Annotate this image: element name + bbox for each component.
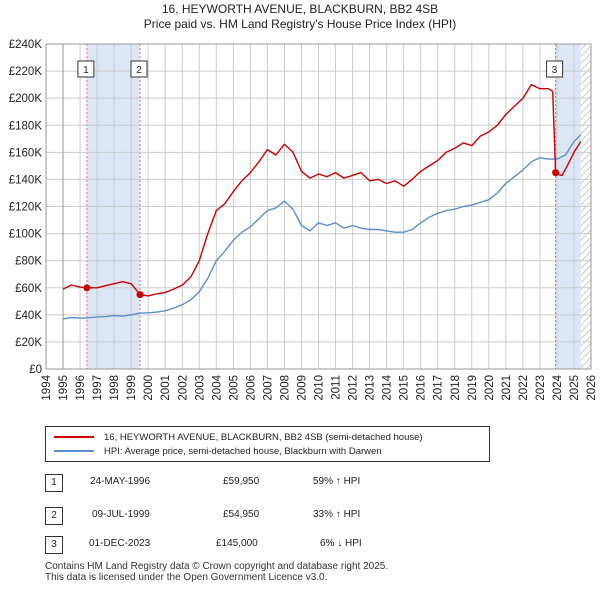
- y-tick-label: £60K: [15, 283, 42, 295]
- x-tick-label: 2017: [433, 375, 445, 401]
- transaction-price: £59,950: [223, 476, 260, 487]
- transaction-hpi: 6% ↓ HPI: [320, 538, 362, 549]
- x-tick-label: 2015: [399, 375, 411, 401]
- chart-title-line1: 16, HEYWORTH AVENUE, BLACKBURN, BB2 4SB: [161, 2, 439, 16]
- chart-legend: 16, HEYWORTH AVENUE, BLACKBURN, BB2 4SB …: [45, 426, 490, 462]
- legend-hpi-swatch: [54, 450, 94, 452]
- x-tick-label: 1999: [126, 375, 138, 401]
- y-tick-label: £100K: [9, 229, 43, 241]
- transaction-date: 24-MAY-1996: [90, 476, 151, 487]
- x-tick-label: 1998: [109, 375, 121, 401]
- x-tick-label: 2014: [382, 374, 394, 400]
- footer-copyright: Contains HM Land Registry data © Crown c…: [45, 561, 388, 583]
- x-tick-label: 1996: [75, 375, 87, 401]
- sale-point: [83, 284, 91, 292]
- x-tick-label: 2021: [501, 375, 513, 401]
- legend-hpi: HPI: Average price, semi-detached house,…: [54, 444, 382, 458]
- footer-line1: Contains HM Land Registry data © Crown c…: [45, 561, 389, 572]
- transaction-hpi: 33% ↑ HPI: [313, 509, 361, 520]
- x-tick-label: 2009: [296, 375, 308, 401]
- x-tick-label: 2016: [416, 375, 428, 401]
- x-tick-label: 2026: [586, 375, 598, 401]
- x-tick-label: 1995: [58, 375, 70, 401]
- sale-point: [136, 291, 144, 299]
- x-tick-label: 1997: [92, 375, 104, 401]
- x-tick-label: 2010: [314, 375, 326, 401]
- x-tick-label: 2003: [194, 375, 206, 401]
- sale-badge-box: [77, 60, 95, 78]
- price-chart: £0 £20K £40K £60K £80K £100K £120K £140K £160K £1…: [9, 39, 598, 401]
- transaction-badge: 2: [45, 507, 63, 525]
- sale-point: [552, 169, 560, 177]
- x-tick-label: 2007: [262, 375, 274, 401]
- x-tick-label: 2023: [535, 375, 547, 401]
- transaction-date: 01-DEC-2023: [89, 538, 151, 549]
- y-tick-label: £140K: [9, 174, 43, 186]
- sale-badge-box: [546, 60, 564, 78]
- transaction-badge: 1: [45, 474, 63, 492]
- legend-property-label: 16, HEYWORTH AVENUE, BLACKBURN, BB2 4SB …: [104, 431, 423, 443]
- y-tick-label: £120K: [9, 202, 43, 214]
- x-tick-label: 2006: [245, 375, 257, 401]
- plot-frame: [45, 43, 592, 370]
- x-tick-label: 2025: [569, 375, 581, 401]
- x-tick-label: 2005: [228, 375, 240, 401]
- y-tick-label: £40K: [15, 310, 42, 322]
- property-price-line: [62, 83, 582, 297]
- x-tick-label: 2000: [143, 375, 155, 401]
- x-tick-label: 2013: [365, 375, 377, 401]
- x-tick-label: 2004: [211, 374, 223, 400]
- x-tick-label: 2001: [160, 375, 172, 401]
- x-tick-label: 2008: [279, 375, 291, 401]
- footer-line2: This data is licensed under the Open Gov…: [45, 572, 328, 583]
- x-tick-label: 2011: [331, 375, 343, 400]
- x-tick-label: 2024: [552, 374, 564, 400]
- x-tick-label: 2020: [484, 375, 496, 401]
- y-tick-label: £240K: [9, 39, 43, 51]
- sale-badge-label: 3: [552, 65, 558, 76]
- x-tick-label: 2018: [450, 375, 462, 401]
- y-tick-label: £220K: [9, 66, 43, 78]
- x-tick-label: 2002: [177, 375, 189, 401]
- transaction-date: 09-JUL-1999: [92, 509, 150, 520]
- x-tick-label: 2022: [518, 375, 530, 401]
- sale-badge-box: [130, 60, 148, 78]
- transaction-price: £145,000: [216, 538, 258, 549]
- y-tick-label: £200K: [9, 93, 43, 105]
- x-tick-label: 2012: [348, 375, 360, 401]
- chart-title-line2: Price paid vs. HM Land Registry's House …: [143, 17, 457, 31]
- legend-hpi-label: HPI: Average price, semi-detached house,…: [104, 445, 382, 457]
- transaction-hpi: 59% ↑ HPI: [313, 476, 361, 487]
- x-tick-label: 2019: [467, 375, 479, 401]
- x-tick-label: 1994: [41, 374, 53, 400]
- y-tick-label: £20K: [15, 337, 42, 349]
- sale-badge-label: 1: [83, 65, 89, 76]
- hpi-line: [62, 134, 582, 320]
- legend-property: 16, HEYWORTH AVENUE, BLACKBURN, BB2 4SB …: [54, 430, 423, 444]
- y-tick-label: £80K: [15, 256, 42, 268]
- transaction-badge: 3: [45, 536, 63, 554]
- transaction-price: £54,950: [223, 509, 260, 520]
- y-tick-label: £0: [29, 364, 42, 376]
- legend-property-swatch: [54, 436, 94, 438]
- y-tick-label: £160K: [9, 147, 43, 159]
- sale-badge-label: 2: [136, 65, 142, 76]
- y-tick-label: £180K: [9, 120, 43, 132]
